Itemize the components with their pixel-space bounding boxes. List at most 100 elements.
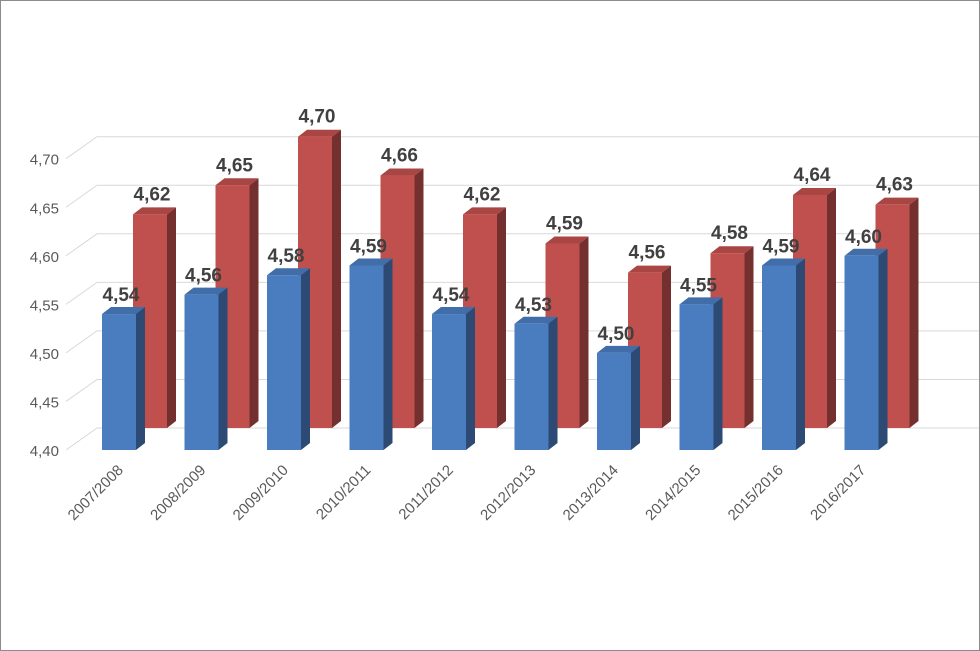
x-category-label: 2009/2010 [230, 462, 292, 524]
data-label-back: 4,62 [464, 184, 501, 205]
data-label-back: 4,66 [381, 146, 418, 167]
x-category-label: 2016/2017 [807, 462, 869, 524]
data-label-front: 4,55 [680, 275, 717, 296]
bar-front-series [267, 268, 310, 450]
bar-top-face [844, 248, 888, 256]
bar-top-face [875, 197, 919, 205]
bar-front-series [184, 287, 228, 450]
bar-front-face [514, 323, 549, 450]
data-label-front: 4,54 [103, 285, 140, 306]
x-category-label: 2012/2013 [477, 462, 539, 524]
data-label-back: 4,63 [876, 175, 913, 196]
bar-top-face [628, 265, 671, 273]
bar-top-face [133, 207, 176, 215]
bar-side-face [136, 307, 145, 450]
grid-layer [65, 136, 979, 451]
y-tick-label: 4,70 [30, 152, 59, 169]
bar-side-face [218, 287, 228, 450]
bar-side-face [301, 268, 310, 450]
gridline [65, 184, 979, 208]
gridline [65, 136, 979, 160]
bar-front-face [184, 294, 219, 450]
bar-front-series [514, 316, 558, 450]
data-label-front: 4,59 [350, 237, 387, 258]
bar-front-face [267, 275, 301, 450]
x-category-label: 2007/2008 [65, 462, 127, 524]
bar-top-face [597, 345, 640, 353]
bar-side-face [548, 316, 558, 450]
data-label-back: 4,64 [794, 165, 831, 186]
data-label-front: 4,60 [845, 227, 882, 248]
bar-side-face [414, 168, 424, 429]
bar-top-face [710, 246, 754, 254]
bar-top-face [349, 258, 393, 266]
data-label-front: 4,54 [433, 285, 470, 306]
x-category-label: 2010/2011 [313, 462, 374, 523]
bar-top-face [298, 129, 341, 137]
data-label-front: 4,53 [515, 295, 552, 316]
bar-front-series [762, 258, 805, 450]
bar-top-face [514, 316, 558, 324]
bar-side-face [383, 258, 393, 450]
bar-side-face [796, 258, 805, 450]
bar-side-face [466, 307, 475, 450]
data-label-front: 4,50 [598, 324, 635, 345]
bar-top-face [380, 168, 424, 176]
y-tick-label: 4,50 [30, 346, 59, 363]
data-label-back: 4,58 [711, 223, 748, 244]
y-tick-label: 4,45 [30, 394, 59, 411]
bar-front-series [597, 345, 640, 450]
bar-side-face [631, 345, 640, 450]
bar-front-series [844, 248, 888, 450]
data-label-back: 4,56 [629, 243, 666, 264]
bar-top-face [267, 268, 310, 276]
bar-front-series [102, 307, 145, 450]
bar-front-face [844, 255, 879, 450]
bar-side-face [878, 248, 888, 450]
x-category-label: 2008/2009 [147, 462, 209, 524]
bar-front-series [349, 258, 393, 450]
bar-top-face [793, 187, 836, 195]
bar-side-face [662, 265, 671, 428]
data-label-back: 4,70 [299, 107, 336, 128]
x-category-label: 2013/2014 [560, 462, 622, 524]
bar-side-face [579, 236, 589, 428]
bar-front-series [432, 307, 475, 450]
bar-top-face [184, 287, 228, 295]
bar-top-face [545, 236, 589, 244]
bar-front-series [679, 297, 723, 450]
x-category-label: 2015/2016 [725, 462, 787, 524]
bar-side-face [744, 246, 754, 428]
bar-top-face [679, 297, 723, 305]
data-label-front: 4,59 [763, 237, 800, 258]
x-category-label: 2011/2012 [395, 462, 456, 523]
y-tick-label: 4,40 [30, 443, 59, 460]
bar-side-face [827, 187, 836, 428]
bar-top-face [432, 307, 475, 315]
y-tick-label: 4,60 [30, 249, 59, 266]
data-label-back: 4,62 [134, 184, 171, 205]
bar-top-face [102, 307, 145, 315]
data-labels-layer: 4,62 4,65 4,70 4,66 4,62 4,59 4,56 4,58 4,64 4,63… [103, 107, 913, 345]
gridline [65, 281, 979, 305]
bar-side-face [167, 207, 176, 428]
y-tick-label: 4,55 [30, 297, 59, 314]
x-category-label: 2014/2015 [642, 462, 704, 524]
bar-top-face [463, 207, 506, 215]
bar-front-face [597, 352, 631, 450]
bar-front-face [679, 304, 714, 450]
bar-side-face [909, 197, 919, 428]
bar-front-face [102, 314, 136, 450]
bar-top-face [762, 258, 805, 266]
bar-side-face [249, 178, 259, 428]
bar-side-face [497, 207, 506, 428]
x-axis-categories: 2007/2008 2008/2009 2009/2010 2010/2011 2011… [65, 462, 870, 524]
data-label-back: 4,65 [216, 155, 253, 176]
bar-top-face [215, 178, 259, 186]
bar-front-face [432, 314, 466, 450]
bar-side-face [713, 297, 723, 450]
y-axis-ticks: 4,40 4,45 4,50 4,55 4,60 4,65 4,70 [30, 152, 59, 460]
y-tick-label: 4,65 [30, 200, 59, 217]
